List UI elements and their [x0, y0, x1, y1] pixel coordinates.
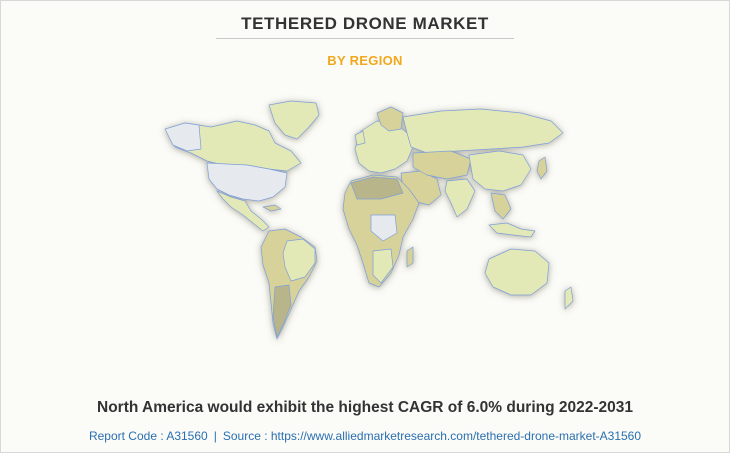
se-asia-region [490, 192, 512, 220]
page-subtitle: BY REGION [327, 53, 403, 68]
report-code: Report Code : A31560 [88, 429, 208, 443]
brazil-region [282, 238, 316, 282]
new-zealand-region [564, 286, 574, 310]
south-africa-region [372, 248, 394, 284]
uk-region [354, 130, 366, 146]
world-map [151, 91, 581, 351]
usa-region [206, 162, 288, 202]
report-footer: Report Code : A31560 | Source : https://ww… [1, 429, 729, 443]
alaska-region [164, 122, 202, 152]
world-map-svg [164, 100, 574, 340]
madagascar-region [406, 246, 414, 268]
australia-region [484, 248, 550, 296]
scandinavia-region [376, 106, 404, 132]
footer-separator: | [213, 429, 217, 443]
source-link[interactable]: Source : https://www.alliedmarketresearc… [222, 429, 642, 443]
india-region [444, 178, 476, 218]
indonesia-region [488, 222, 536, 238]
key-finding: North America would exhibit the highest … [97, 399, 633, 416]
caribbean-region [262, 204, 282, 212]
page-title: TETHERED DRONE MARKET [241, 14, 489, 33]
mexico-region [216, 190, 270, 232]
japan-region [536, 156, 548, 180]
europe-region [354, 120, 414, 174]
title-divider [216, 38, 514, 39]
greenland-region [268, 100, 320, 140]
china-region [468, 150, 532, 192]
argentina-region [272, 284, 292, 338]
central-asia-region [412, 150, 472, 180]
central-africa-region [370, 214, 398, 242]
north-africa-region [350, 176, 404, 200]
canada-region [168, 120, 302, 172]
russia-region [402, 108, 564, 154]
